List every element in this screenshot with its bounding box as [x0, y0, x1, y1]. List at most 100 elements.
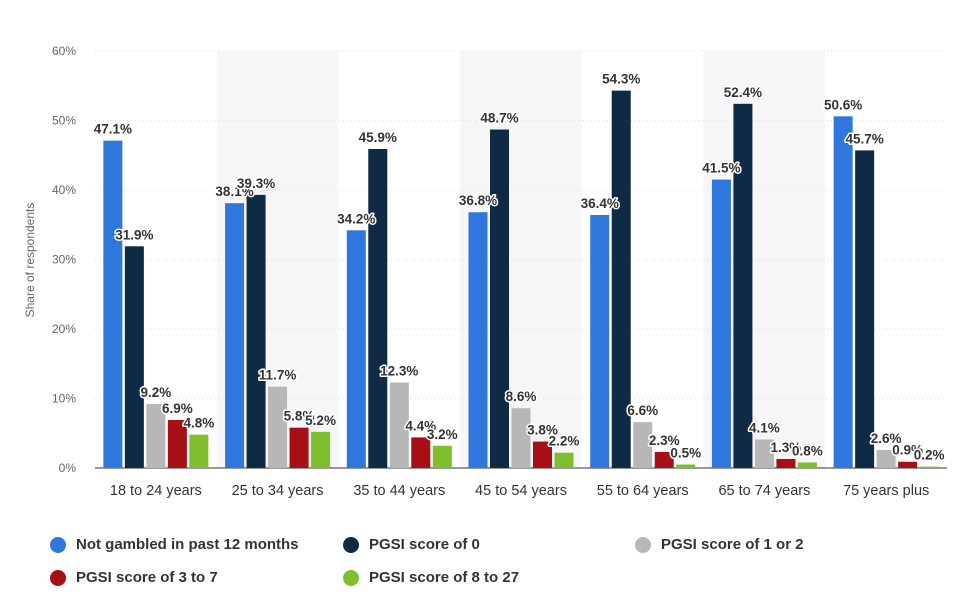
bar[interactable] — [511, 408, 531, 468]
legend: Not gambled in past 12 months PGSI score… — [0, 528, 963, 595]
bar[interactable] — [633, 422, 653, 468]
bar[interactable] — [919, 466, 939, 468]
legend-marker — [50, 536, 66, 553]
bar[interactable] — [189, 434, 209, 468]
legend-item-pgsi-3-7[interactable]: PGSI score of 3 to 7 — [50, 569, 218, 586]
y-tick-label: 60% — [52, 44, 76, 58]
data-label: 5.2% — [305, 413, 336, 428]
data-label: 31.9% — [115, 227, 153, 242]
bar[interactable] — [432, 445, 452, 468]
y-tick-label: 40% — [52, 183, 76, 197]
bar[interactable] — [311, 431, 331, 468]
bar[interactable] — [368, 148, 388, 468]
legend-item-pgsi-0[interactable]: PGSI score of 0 — [343, 536, 480, 553]
x-axis-ticks: 18 to 24 years 25 to 34 years 35 to 44 yea… — [110, 483, 929, 499]
x-tick-label: 18 to 24 years — [110, 483, 202, 499]
bar[interactable] — [246, 194, 266, 469]
y-tick-label: 30% — [52, 253, 76, 267]
data-label: 2.3% — [649, 433, 680, 448]
bar[interactable] — [554, 452, 574, 468]
bar[interactable] — [124, 246, 144, 468]
data-labels: 47.1% 31.9% 9.2%6.9%4.8% 38.1%39.3% 11.7% 5.8… — [92, 70, 946, 464]
data-label: 4.1% — [749, 421, 780, 436]
y-axis-ticks: 0% 10% 20% 30% 40% 50% 60% — [52, 44, 76, 475]
y-tick-label: 0% — [59, 461, 77, 475]
bar[interactable] — [855, 150, 875, 468]
bar[interactable] — [876, 449, 896, 468]
bar[interactable] — [754, 439, 774, 468]
y-axis-label: Share of respondents — [23, 203, 37, 318]
x-tick-label: 45 to 54 years — [475, 483, 567, 499]
data-label: 45.7% — [846, 131, 884, 146]
bar[interactable] — [468, 212, 488, 468]
data-label: 3.8% — [527, 423, 558, 438]
data-label: 0.5% — [670, 446, 701, 461]
legend-marker — [635, 536, 651, 553]
bar[interactable] — [268, 386, 288, 468]
bar[interactable] — [654, 452, 674, 468]
bar[interactable] — [776, 458, 796, 468]
bar-chart: 47.1% 31.9% 9.2%6.9%4.8% 38.1%39.3% 11.7% 5.8… — [23, 44, 947, 499]
bar[interactable] — [411, 437, 431, 468]
legend-item-not-gambled[interactable]: Not gambled in past 12 months — [50, 536, 299, 553]
data-label: 1.3% — [771, 440, 802, 455]
bar[interactable] — [289, 427, 309, 468]
bar[interactable] — [389, 382, 409, 468]
data-label: 6.6% — [627, 403, 658, 418]
data-label: 39.3% — [237, 176, 275, 191]
data-label: 12.3% — [380, 364, 418, 379]
bar[interactable] — [733, 103, 753, 468]
data-label: 45.9% — [359, 130, 397, 145]
legend-item-pgsi-1-2[interactable]: PGSI score of 1 or 2 — [635, 536, 804, 553]
bar[interactable] — [711, 179, 731, 468]
data-label: 52.4% — [724, 85, 762, 100]
x-tick-label: 75 years plus — [843, 483, 929, 499]
bar[interactable] — [590, 215, 610, 468]
y-tick-label: 50% — [52, 114, 76, 128]
x-tick-label: 65 to 74 years — [718, 483, 810, 499]
legend-marker — [50, 569, 66, 586]
y-tick-label: 20% — [52, 322, 76, 336]
legend-label: Not gambled in past 12 months — [76, 536, 299, 553]
data-label: 9.2% — [140, 385, 171, 400]
data-label: 41.5% — [702, 161, 740, 176]
legend-item-pgsi-8-27[interactable]: PGSI score of 8 to 27 — [343, 569, 519, 586]
legend-label: PGSI score of 0 — [369, 536, 480, 553]
bar[interactable] — [167, 420, 187, 468]
bar[interactable] — [346, 230, 366, 468]
data-label: 3.2% — [427, 427, 458, 442]
data-label: 4.4% — [405, 418, 436, 433]
bar[interactable] — [676, 464, 696, 468]
data-label: 2.6% — [871, 431, 902, 446]
bar[interactable] — [797, 462, 817, 468]
bar[interactable] — [898, 461, 918, 468]
bars — [103, 90, 939, 469]
bar[interactable] — [611, 90, 631, 469]
data-label: 34.2% — [337, 211, 375, 226]
data-label: 36.4% — [581, 196, 619, 211]
data-label: 6.9% — [162, 401, 193, 416]
data-label: 50.6% — [824, 97, 862, 112]
bar[interactable] — [225, 203, 245, 468]
data-label: 11.7% — [259, 368, 297, 383]
legend-marker — [343, 536, 359, 553]
bar[interactable] — [833, 116, 853, 468]
bar[interactable] — [146, 404, 166, 468]
data-label: 2.2% — [549, 434, 580, 449]
bar[interactable] — [103, 140, 123, 468]
data-label: 4.8% — [183, 416, 214, 431]
data-label: 47.1% — [94, 122, 132, 137]
legend-label: PGSI score of 1 or 2 — [661, 536, 804, 553]
y-tick-label: 10% — [52, 392, 76, 406]
data-label: 54.3% — [602, 72, 640, 87]
bar[interactable] — [490, 129, 509, 468]
data-label: 36.8% — [459, 193, 497, 208]
data-label: 8.6% — [506, 389, 537, 404]
x-tick-label: 35 to 44 years — [353, 483, 445, 499]
legend-marker — [343, 569, 359, 586]
legend-label: PGSI score of 3 to 7 — [76, 569, 218, 586]
data-label: 38.1% — [215, 184, 253, 199]
bar[interactable] — [533, 441, 552, 468]
data-label: 0.9% — [892, 443, 923, 458]
data-label: 5.8% — [284, 409, 315, 424]
